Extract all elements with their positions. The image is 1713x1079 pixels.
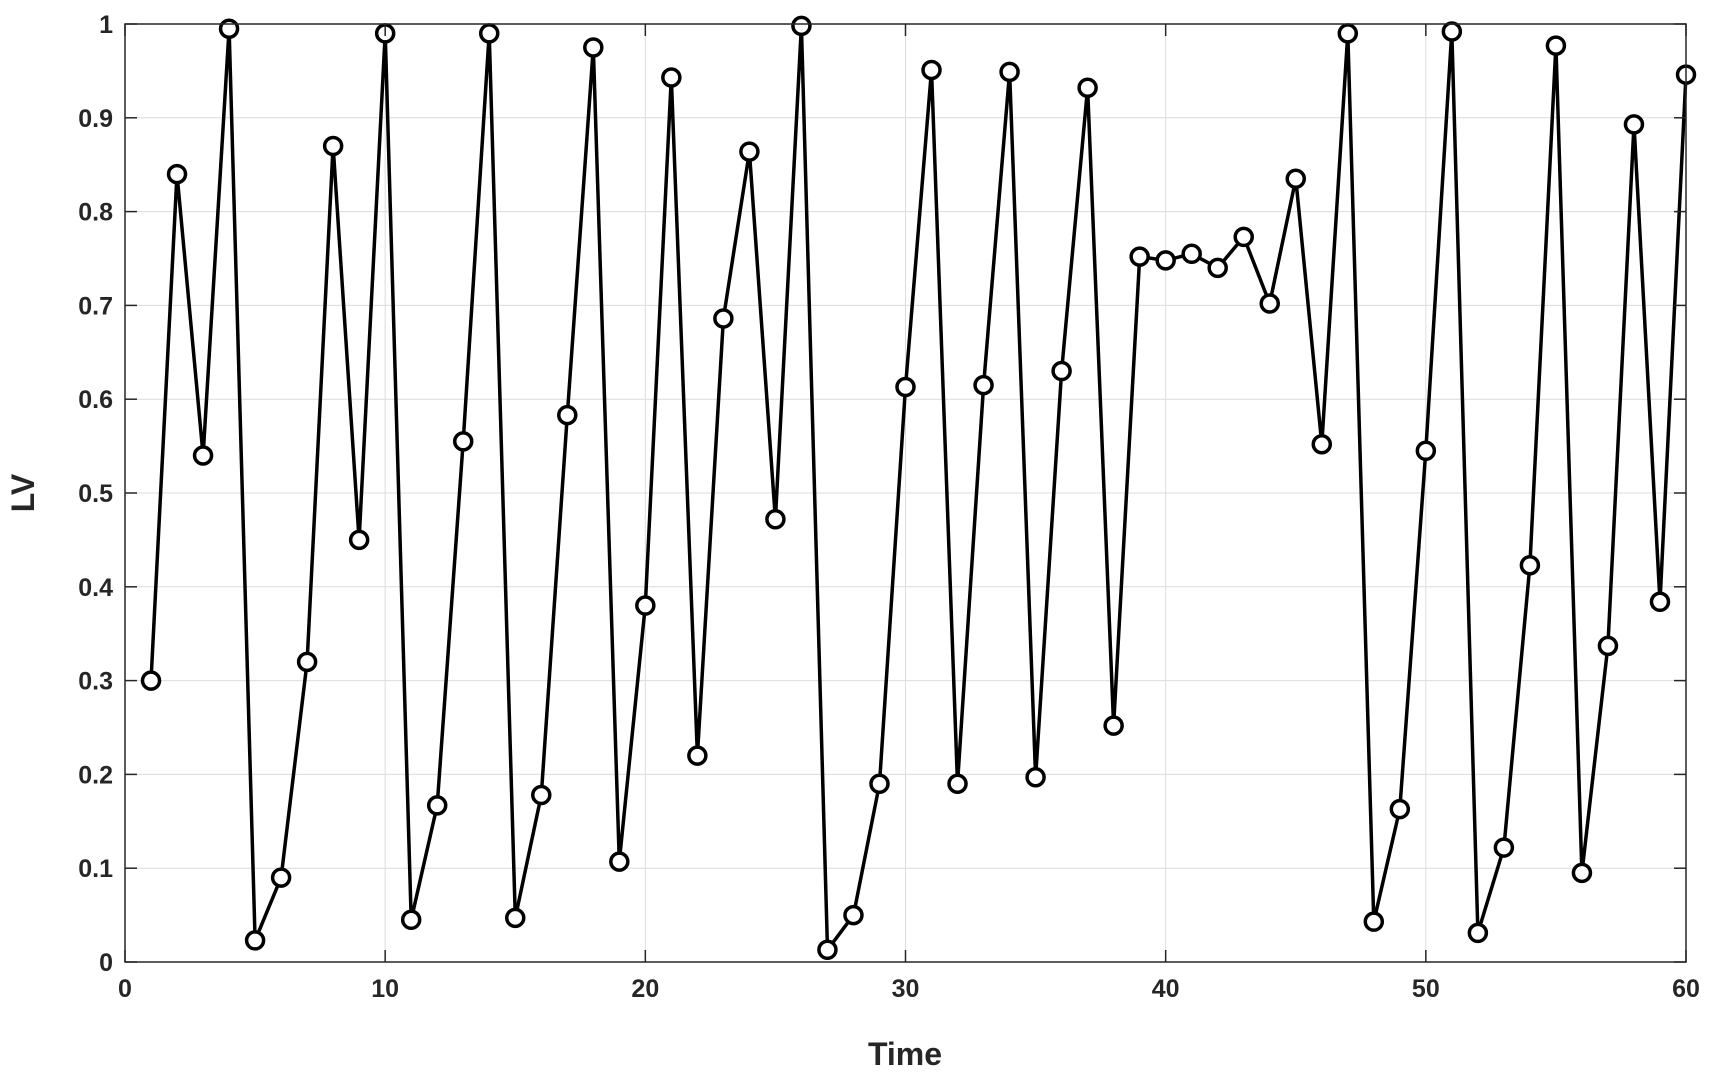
data-point: [140, 670, 162, 691]
data-point: [166, 163, 188, 185]
data-point: [1597, 635, 1619, 657]
y-tick-label: 0.3: [78, 668, 113, 696]
data-point: [817, 939, 838, 961]
data-point: [1467, 922, 1489, 944]
data-point: [1649, 591, 1671, 613]
data-point: [1129, 246, 1150, 267]
y-tick-label: 1: [99, 11, 113, 39]
data-point: [1025, 766, 1046, 788]
y-tick-label: 0.8: [78, 199, 113, 227]
data-point: [296, 651, 318, 673]
data-point: [478, 23, 500, 44]
series-line: [149, 25, 1688, 955]
data-point: [218, 18, 240, 39]
data-point: [921, 59, 942, 81]
data-point: [635, 595, 656, 616]
data-point: [1103, 715, 1124, 736]
data-point: [1493, 837, 1515, 858]
x-axis-title: Time: [868, 1036, 942, 1072]
x-tick-label: 60: [1672, 975, 1700, 1003]
y-tick-label: 0.1: [78, 855, 113, 883]
data-point: [1545, 35, 1567, 56]
data-point: [713, 308, 734, 329]
data-point: [426, 795, 448, 816]
y-tick-label: 0.4: [78, 574, 113, 602]
x-tick-label: 10: [371, 975, 399, 1003]
x-tick-label: 50: [1412, 975, 1440, 1003]
y-tick-label: 0.5: [78, 480, 113, 508]
data-point: [531, 784, 552, 806]
data-point: [192, 445, 214, 466]
data-point: [791, 15, 812, 37]
y-tick-label: 0.9: [78, 105, 113, 133]
data-point: [1571, 862, 1593, 884]
data-point: [1623, 114, 1645, 135]
data-point: [1051, 360, 1072, 382]
data-point: [1441, 21, 1463, 42]
y-tick-label: 0.6: [78, 386, 113, 414]
data-point: [400, 909, 422, 931]
data-point: [1233, 226, 1254, 248]
data-series: [140, 15, 1697, 961]
y-tick-label: 0.7: [78, 292, 113, 320]
data-point: [1363, 911, 1385, 932]
data-point: [739, 141, 760, 162]
data-point: [244, 930, 266, 951]
data-point: [505, 907, 526, 929]
data-point: [1259, 293, 1280, 314]
data-point: [609, 851, 630, 872]
data-point: [322, 135, 344, 157]
data-point: [348, 529, 370, 551]
x-tick-label: 20: [631, 975, 659, 1003]
x-tick-label: 40: [1152, 975, 1180, 1003]
data-point: [999, 61, 1020, 83]
y-tick-label: 0.2: [78, 761, 113, 789]
axis-ticks: 0 10 20 30 40 50 60 0 0.1 0.2 0.3 0.4 0.5 0.6 0.7 0.8 0.…: [78, 11, 1700, 1003]
data-point: [1337, 23, 1359, 44]
data-point: [452, 431, 474, 452]
data-point: [583, 37, 604, 58]
data-point: [843, 904, 864, 926]
data-point: [895, 376, 916, 398]
y-axis-title: LV: [5, 473, 41, 512]
data-point: [973, 374, 994, 396]
data-point: [869, 773, 890, 795]
data-point: [1311, 433, 1333, 455]
data-point: [1207, 257, 1228, 279]
data-point: [765, 509, 786, 530]
data-point: [1285, 168, 1306, 190]
data-point: [687, 745, 708, 766]
y-tick-label: 0: [99, 949, 113, 977]
data-point: [1519, 554, 1541, 576]
data-point: [1415, 440, 1437, 462]
x-tick-label: 30: [892, 975, 920, 1003]
data-point: [1155, 250, 1176, 271]
data-point: [1181, 243, 1202, 265]
data-point: [270, 867, 292, 888]
data-point: [661, 67, 682, 88]
data-point: [1077, 77, 1098, 99]
x-tick-label: 0: [118, 975, 132, 1003]
data-point: [557, 404, 578, 426]
data-point: [1389, 798, 1411, 820]
data-point: [947, 773, 968, 795]
